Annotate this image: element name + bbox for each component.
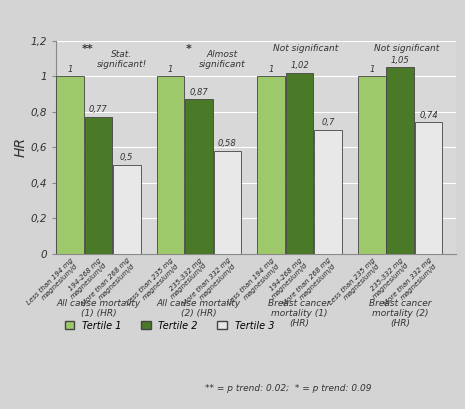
Text: 194-268 mg
magnesium/d: 194-268 mg magnesium/d xyxy=(266,257,309,301)
Text: 0,7: 0,7 xyxy=(321,118,335,127)
Text: Not significant: Not significant xyxy=(374,43,439,53)
Text: Breast cancer
mortality (2)
(HR): Breast cancer mortality (2) (HR) xyxy=(369,299,432,328)
Text: 235-332 mg
magnesium/d: 235-332 mg magnesium/d xyxy=(165,257,208,301)
Text: *: * xyxy=(186,43,192,54)
Bar xyxy=(386,67,414,254)
Y-axis label: HR: HR xyxy=(13,137,27,157)
Text: More than 268 mg
magnesium/d: More than 268 mg magnesium/d xyxy=(81,257,136,312)
Text: **: ** xyxy=(82,43,94,54)
Text: 1: 1 xyxy=(67,65,73,74)
Bar xyxy=(258,76,285,254)
Text: 0,58: 0,58 xyxy=(218,139,237,148)
Text: 1,02: 1,02 xyxy=(290,61,309,70)
Bar xyxy=(113,165,140,254)
Text: 0,87: 0,87 xyxy=(190,88,208,97)
Text: Almost
significant: Almost significant xyxy=(199,50,246,69)
Text: Less than 235 mg
magnesium/d: Less than 235 mg magnesium/d xyxy=(327,257,381,311)
Text: 235-332 mg
magnesium/d: 235-332 mg magnesium/d xyxy=(366,257,409,301)
Bar xyxy=(415,122,442,254)
Text: More than 332 mg
magnesium/d: More than 332 mg magnesium/d xyxy=(181,257,237,312)
Text: 1: 1 xyxy=(369,65,374,74)
Bar xyxy=(85,117,112,254)
Text: 1: 1 xyxy=(269,65,274,74)
Text: 194-268 mg
magnesium/d: 194-268 mg magnesium/d xyxy=(64,257,107,301)
Text: Less than 235 mg
magnesium/d: Less than 235 mg magnesium/d xyxy=(126,257,180,311)
Text: 1: 1 xyxy=(168,65,173,74)
Text: Stat.
significant!: Stat. significant! xyxy=(96,50,147,69)
Bar xyxy=(157,76,185,254)
Text: Less than 194 mg
magnesium/d: Less than 194 mg magnesium/d xyxy=(26,257,79,311)
Text: All cause mortality
(2) (HR): All cause mortality (2) (HR) xyxy=(157,299,241,318)
Text: 0,74: 0,74 xyxy=(419,111,438,120)
Text: 0,77: 0,77 xyxy=(89,106,108,115)
Text: 0,5: 0,5 xyxy=(120,153,133,162)
Text: More than 332 mg
magnesium/d: More than 332 mg magnesium/d xyxy=(383,257,438,312)
Text: All cause mortality
(1) (HR): All cause mortality (1) (HR) xyxy=(56,299,140,318)
Bar xyxy=(185,99,213,254)
Legend: Tertile 1, Tertile 2, Tertile 3: Tertile 1, Tertile 2, Tertile 3 xyxy=(60,317,279,335)
Text: Breast cancer
mortality (1)
(HR): Breast cancer mortality (1) (HR) xyxy=(268,299,331,328)
Bar xyxy=(286,73,313,254)
Bar xyxy=(358,76,385,254)
Bar xyxy=(213,151,241,254)
Bar xyxy=(314,130,342,254)
Text: More than 268 mg
magnesium/d: More than 268 mg magnesium/d xyxy=(282,257,337,312)
Text: Not significant: Not significant xyxy=(273,43,339,53)
Text: 1,05: 1,05 xyxy=(391,56,410,65)
Text: Less than 194 mg
magnesium/d: Less than 194 mg magnesium/d xyxy=(226,257,280,311)
Text: ** = p trend: 0.02;  * = p trend: 0.09: ** = p trend: 0.02; * = p trend: 0.09 xyxy=(205,384,372,393)
Bar xyxy=(56,76,84,254)
